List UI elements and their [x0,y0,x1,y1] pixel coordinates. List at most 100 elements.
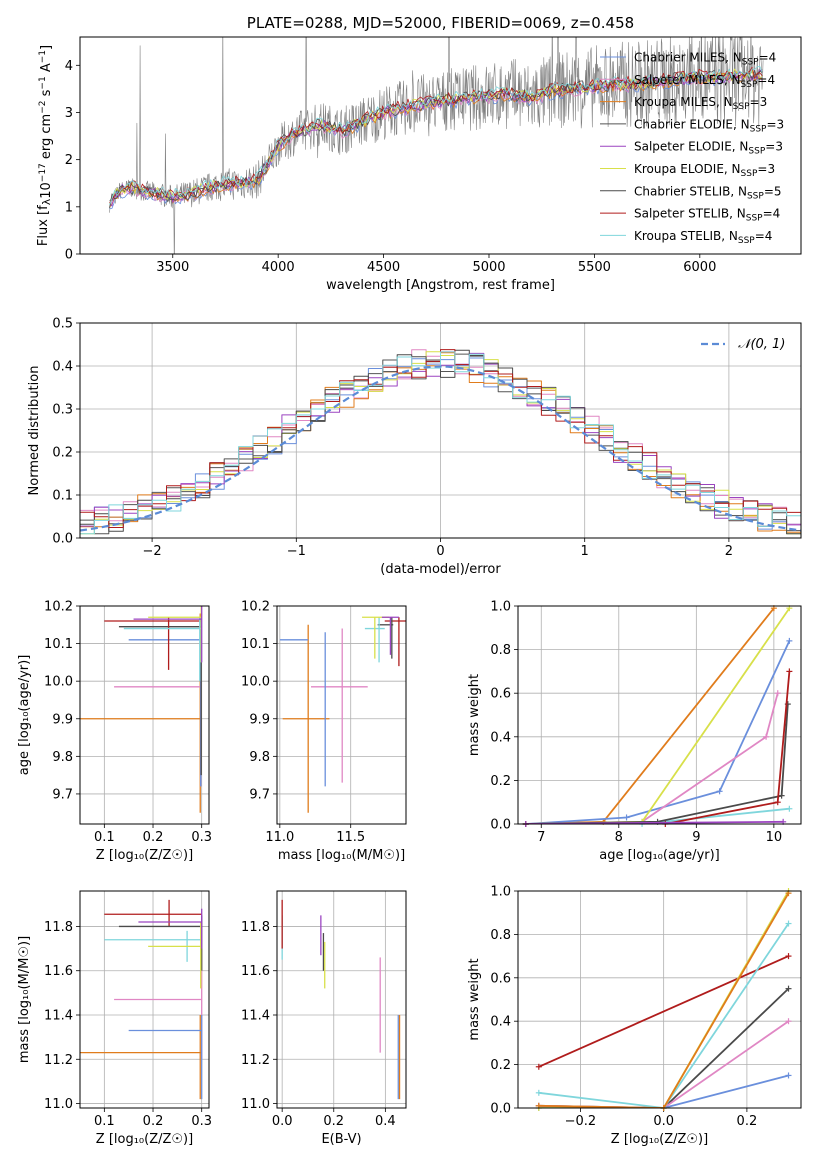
axes-frame [517,605,802,825]
legend-entry-salpeter_stelib: Salpeter STELIB, NSSP=4 [634,207,780,224]
legend-entry-normal: 𝒩(0, 1) [738,337,785,352]
y-tick-label: 0.6 [490,971,511,986]
y-tick-label: 0 [65,248,73,263]
x-tick-label: −1 [287,544,306,559]
residual-histogram-panel: −2 −1 0 1 2 0.0 0.1 0.2 0.3 0.4 0.5 (data-model)/er… [27,317,802,577]
legend-subscript: SSP [742,58,759,68]
x-tick-label: 7 [537,830,545,845]
x-tick-label: 10 [766,830,783,845]
x-tick-label: 0.2 [143,830,164,845]
x-tick-label: −0.2 [565,1114,597,1129]
y-label-part: −1 [38,76,48,89]
y-tick-label: 0.0 [52,532,73,547]
legend-value: =3 [766,117,784,131]
y-label-part: −2 [38,100,48,113]
chart-title: PLATE=0288, MJD=52000, FIBERID=0069, z=0… [247,14,634,32]
legend-subscript: SSP [748,147,765,157]
y-tick-label: 11.2 [44,1053,73,1068]
y-tick-label: 0.4 [490,1015,511,1030]
x-tick-label: 0.2 [143,1114,164,1129]
y-tick-label: 0.0 [490,1102,511,1117]
y-tick-label: 0.8 [490,643,511,658]
y-tick-label: 1.0 [490,600,511,615]
age-vs-mass-panel: 11.0 11.5 9.7 9.8 9.9 10.0 10.1 10.2 mass [log₁₀… [241,600,407,863]
y-axis-label: age [log₁₀(age/yr)] [17,655,32,776]
legend-entry-chabrier_stelib: Chabrier STELIB, NSSP=5 [634,184,782,201]
x-tick-label: 6000 [683,260,716,275]
x-tick-label: 11.0 [265,830,294,845]
model-spectrum-salpeter_stelib [109,66,763,204]
y-label-part: ] [39,45,54,50]
y-tick-label: 9.7 [249,787,270,802]
x-tick-label: 0.0 [272,1114,293,1129]
x-tick-label: 0.3 [191,830,212,845]
axes-frame [79,890,210,1109]
mass-weight-line-chabrier_miles [538,1074,789,1108]
x-tick-label: 0 [436,544,444,559]
mass-weight-line-salpeter_stelib [525,671,791,824]
y-axis-label: Flux [fλ10−17 erg cm−2 s−1 A−1] [36,45,54,246]
y-tick-label: 0.6 [490,687,511,702]
mass-weight-line-kroupa_stelib [525,807,790,824]
y-tick-label: 9.9 [249,712,270,727]
y-tick-label: 11.4 [44,1009,73,1024]
y-label-part: Flux [f [36,205,51,246]
y-tick-label: 9.9 [52,712,73,727]
y-tick-label: 10.2 [44,600,73,615]
y-tick-label: 10.0 [44,675,73,690]
y-tick-label: 11.6 [44,964,73,979]
y-tick-label: 9.8 [249,750,270,765]
legend-entry-chabrier_elodie: Chabrier ELODIE, NSSP=3 [634,117,784,134]
legend-value: =5 [764,184,782,198]
legend-value: =3 [765,140,783,154]
x-axis-label: wavelength [Angstrom, rest frame] [326,278,555,293]
mass-weight-line-kroupa_miles [525,607,775,824]
legend-value: =3 [750,95,768,109]
mass-weight-line-kroupa_miles [538,892,790,1108]
legend-value: =4 [755,229,773,243]
x-tick-label: 0.1 [94,830,115,845]
model-spectrum-kroupa_miles [109,70,763,208]
legend-label: Kroupa MILES, N [634,95,733,109]
y-tick-label: 10.1 [44,637,73,652]
age-vs-metallicity-panel: 0.1 0.2 0.3 9.7 9.8 9.9 10.0 10.1 10.2 Z [log₁₀(Z… [17,600,212,864]
y-label-part: −1 [38,50,48,63]
y-label-part: erg cm [39,114,54,163]
x-tick-label: 4000 [262,260,295,275]
x-axis-label: Z [log₁₀(Z/Z☉)] [96,1132,193,1147]
y-tick-label: 2 [65,153,73,168]
y-axis-label: mass [log₁₀(M/M☉)] [17,936,32,1063]
legend-label: Chabrier ELODIE, N [634,117,750,131]
axes-frame [79,322,802,539]
y-tick-label: 0.2 [52,446,73,461]
x-tick-label: 0.2 [323,1114,344,1129]
x-tick-label: 0.0 [653,1114,674,1129]
y-tick-label: 0.8 [490,928,511,943]
x-tick-label: 0.2 [737,1114,758,1129]
legend-label: Salpeter MILES, N [634,73,741,87]
y-label-part: λ [40,198,53,205]
x-tick-label: 3500 [156,260,189,275]
mass-weight-line-kroupa_stelib [538,922,790,1108]
mass-weight-line-kroupa_elodie [525,607,791,824]
y-tick-label: 11.0 [44,1097,73,1112]
x-tick-label: 5500 [578,260,611,275]
x-axis-label: age [log₁₀(age/yr)] [599,848,720,863]
y-axis-label: Normed distribution [27,366,42,496]
legend-label: Chabrier MILES, N [634,51,742,65]
y-tick-label: 0.1 [52,489,73,504]
legend-label: Kroupa STELIB, N [634,229,738,243]
y-tick-label: 9.8 [52,750,73,765]
residual-histogram-chabrier_stelib [80,349,801,535]
legend-value: =4 [759,51,777,65]
y-tick-label: 0.3 [52,403,73,418]
x-tick-label: 9 [692,830,700,845]
y-tick-label: 0.4 [490,730,511,745]
mass-weight-line-chabrier_stelib [525,704,789,824]
legend-label: Salpeter ELODIE, N [634,140,748,154]
x-tick-label: 4500 [367,260,400,275]
y-tick-label: 4 [65,59,73,74]
x-tick-label: 2 [725,544,733,559]
y-tick-label: 0.4 [52,360,73,375]
